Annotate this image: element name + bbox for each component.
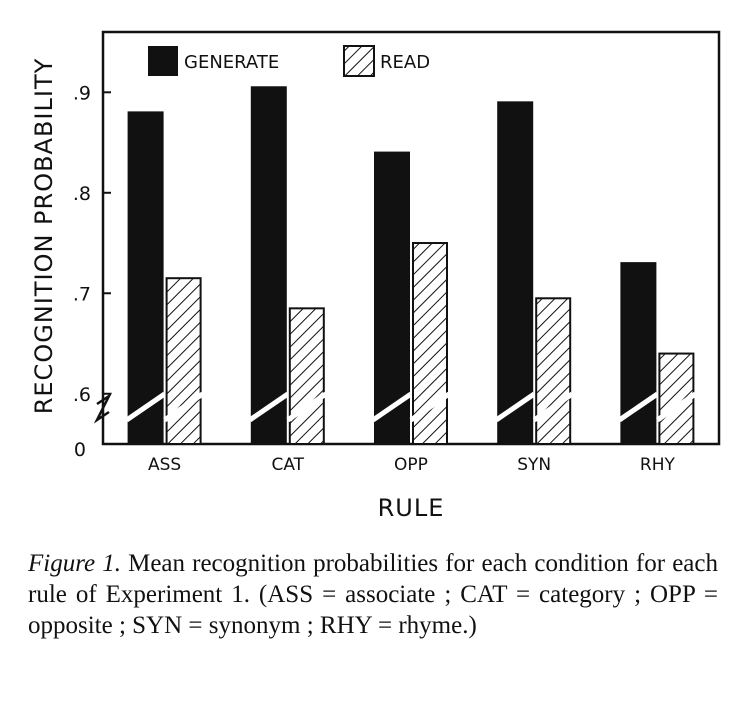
plot-frame xyxy=(101,30,721,446)
x-tick-label-ass: ASS xyxy=(148,455,181,475)
bar-generate-opp xyxy=(374,151,410,446)
x-tick-label-cat: CAT xyxy=(272,455,305,475)
y-tick-label: .6 xyxy=(73,384,91,406)
x-tick-label-opp: OPP xyxy=(394,455,428,475)
legend-label-generate: GENERATE xyxy=(184,52,279,73)
bar-break-read-opp xyxy=(409,391,451,423)
bar-generate-syn xyxy=(497,101,534,445)
y-origin-label: 0 xyxy=(74,439,86,461)
bar-read-rhy xyxy=(658,352,695,445)
legend-swatch-generate xyxy=(148,46,178,76)
axis-break-mark xyxy=(93,392,113,424)
figure-caption: Figure 1. Mean recognition probabilities… xyxy=(28,548,718,641)
bar-break-generate-rhy xyxy=(617,391,659,423)
x-tick-label-rhy: RHY xyxy=(640,455,676,475)
y-axis-title: RECOGNITION PROBABILITY xyxy=(30,58,58,415)
bar-break-read-rhy xyxy=(655,391,697,423)
bars-layer xyxy=(125,86,697,446)
bar-chart: .6 .7 .8 .9 ASS CAT OPP SYN RHY GENERATE READ R… xyxy=(30,30,721,522)
bar-break-read-syn xyxy=(532,391,574,423)
x-axis-title: RULE xyxy=(378,494,445,522)
x-tick-label-syn: SYN xyxy=(517,455,551,475)
y-tick-label: .9 xyxy=(73,82,91,104)
bar-read-ass xyxy=(165,277,202,445)
bar-break-generate-ass xyxy=(125,391,167,423)
bar-read-cat xyxy=(288,307,325,445)
caption-text: Mean recognition probabilities for each … xyxy=(28,550,718,639)
bar-break-generate-opp xyxy=(371,391,413,423)
y-tick-label: .7 xyxy=(73,283,91,305)
legend-swatch-read xyxy=(343,45,375,77)
bar-generate-cat xyxy=(250,86,287,446)
bar-read-syn xyxy=(535,297,572,446)
y-tick-label: .8 xyxy=(73,183,91,205)
bar-read-opp xyxy=(412,242,448,445)
caption-lead: Figure 1. xyxy=(28,550,121,577)
legend: GENERATE READ xyxy=(148,45,430,77)
legend-label-read: READ xyxy=(380,52,430,73)
x-tick-labels-layer: ASS CAT OPP SYN RHY xyxy=(148,455,676,475)
bar-break-read-ass xyxy=(163,391,205,423)
bar-break-generate-cat xyxy=(248,391,290,423)
bar-break-read-cat xyxy=(286,391,328,423)
y-ticks-layer: .6 .7 .8 .9 xyxy=(73,82,111,406)
bar-generate-ass xyxy=(127,111,164,445)
bar-break-generate-syn xyxy=(494,391,536,423)
